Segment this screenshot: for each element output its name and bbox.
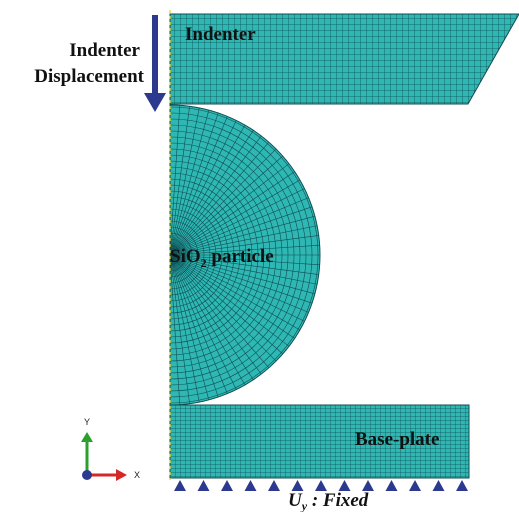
- arrow-label-1: Indenter: [69, 40, 140, 61]
- triad-y-label: Y: [84, 417, 90, 427]
- support-triangle: [198, 480, 210, 491]
- support-triangle: [268, 480, 280, 491]
- bc-rest: : Fixed: [307, 490, 369, 511]
- arrow-label-2: Displacement: [34, 66, 144, 87]
- triad-x-label: X: [134, 470, 140, 480]
- support-triangle: [409, 480, 421, 491]
- displacement-arrow: [144, 15, 166, 112]
- support-triangle: [433, 480, 445, 491]
- support-triangle: [245, 480, 257, 491]
- particle-label: SiO2 particle: [170, 246, 274, 270]
- support-triangle: [456, 480, 468, 491]
- support-triangle: [386, 480, 398, 491]
- base-plate-label: Base-plate: [355, 429, 439, 450]
- axis-triad: [81, 432, 127, 481]
- particle-label-main: SiO: [170, 246, 201, 267]
- diagram: Indenter SiO2 particle Base-plate Indent…: [0, 0, 519, 512]
- indenter-label: Indenter: [185, 24, 256, 45]
- boundary-condition-label: Uy : Fixed: [288, 490, 369, 512]
- particle-label-rest: particle: [207, 246, 274, 267]
- support-triangle: [221, 480, 233, 491]
- support-triangle: [174, 480, 186, 491]
